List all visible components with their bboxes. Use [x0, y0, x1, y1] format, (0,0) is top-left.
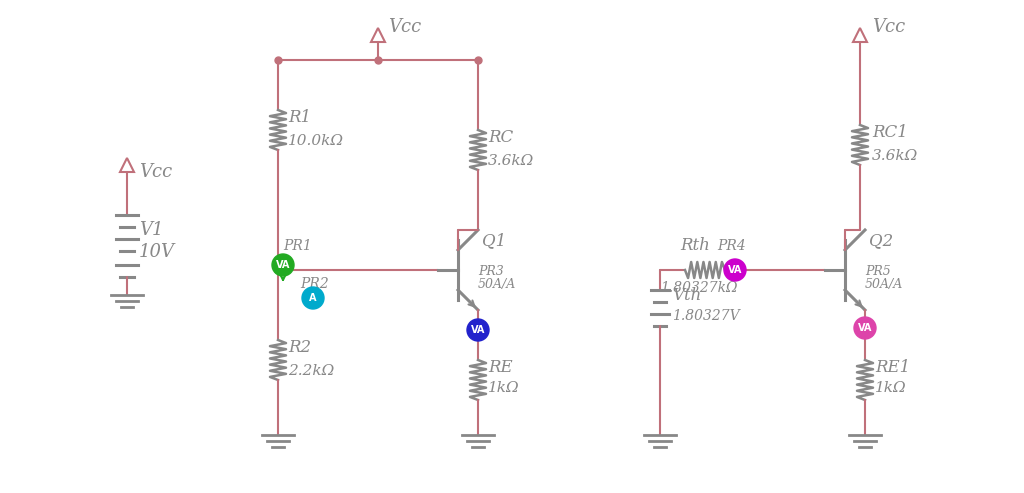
Text: 10V: 10V — [139, 243, 175, 261]
Circle shape — [854, 317, 876, 339]
Text: VA: VA — [471, 325, 485, 335]
Text: RE1: RE1 — [874, 359, 910, 376]
Text: V1: V1 — [139, 221, 164, 239]
Text: 10.0kΩ: 10.0kΩ — [288, 134, 344, 148]
Circle shape — [272, 254, 294, 276]
Circle shape — [724, 259, 746, 281]
Text: Vcc: Vcc — [388, 18, 421, 36]
Text: 1.80327kΩ: 1.80327kΩ — [660, 281, 737, 295]
Text: 50A/A: 50A/A — [478, 278, 516, 291]
Text: VA: VA — [275, 260, 290, 270]
Text: VA: VA — [728, 265, 742, 275]
Text: Vcc: Vcc — [139, 163, 172, 181]
Text: Rth: Rth — [680, 237, 710, 254]
Text: RC: RC — [488, 129, 513, 146]
Text: 3.6kΩ: 3.6kΩ — [872, 149, 919, 163]
Text: PR5: PR5 — [865, 265, 891, 278]
Text: VA: VA — [858, 323, 872, 333]
Text: RC1: RC1 — [872, 124, 908, 141]
Text: 1kΩ: 1kΩ — [874, 381, 906, 395]
Text: R1: R1 — [288, 109, 311, 126]
Text: 1.80327V: 1.80327V — [672, 309, 739, 323]
Text: Q1: Q1 — [482, 232, 506, 249]
Text: 1kΩ: 1kΩ — [488, 381, 519, 395]
Text: Vcc: Vcc — [872, 18, 905, 36]
Text: A: A — [309, 293, 316, 303]
Text: PR4: PR4 — [717, 239, 745, 253]
Text: PR1: PR1 — [283, 239, 311, 253]
Text: PR2: PR2 — [300, 277, 329, 291]
Text: Vth: Vth — [672, 287, 701, 304]
Text: R2: R2 — [288, 339, 311, 356]
Text: 2.2kΩ: 2.2kΩ — [288, 364, 334, 378]
Text: RE: RE — [488, 359, 513, 376]
Circle shape — [302, 287, 324, 309]
Text: 50A/A: 50A/A — [865, 278, 903, 291]
Circle shape — [467, 319, 489, 341]
Text: PR3: PR3 — [478, 265, 504, 278]
Text: 3.6kΩ: 3.6kΩ — [488, 154, 535, 168]
Text: Q2: Q2 — [869, 232, 893, 249]
